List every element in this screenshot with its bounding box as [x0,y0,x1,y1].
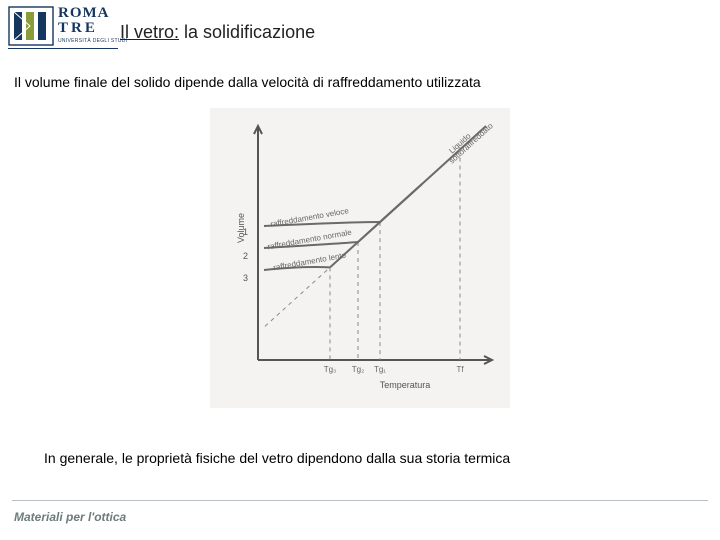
svg-text:3: 3 [243,273,248,283]
logo-underline [8,48,118,49]
logo-text-roma: ROMA [58,6,127,21]
svg-text:Temperatura: Temperatura [380,380,431,390]
footer-text: Materiali per l'ottica [14,510,126,524]
logo-mark [8,6,54,46]
svg-text:Tg₂: Tg₂ [352,365,364,374]
solidification-diagram: VolumeTemperatura123Tg₃Tg₂Tg₁TfLiquidoso… [210,108,510,408]
svg-text:Tg₃: Tg₃ [324,365,337,374]
svg-text:Tf: Tf [456,365,464,374]
svg-text:1: 1 [243,227,248,237]
diagram-svg: VolumeTemperatura123Tg₃Tg₂Tg₁TfLiquidoso… [210,108,510,408]
logo-subtitle: UNIVERSITÀ DEGLI STUDI [58,38,127,44]
body-text-2: In generale, le proprietà fisiche del ve… [44,450,510,466]
svg-text:2: 2 [243,251,248,261]
slide-title-rest: la solidificazione [179,22,315,42]
footer-rule [12,500,708,501]
svg-text:Tg₁: Tg₁ [374,365,386,374]
body-text-1: Il volume finale del solido dipende dall… [14,74,481,90]
logo: ROMA TRE UNIVERSITÀ DEGLI STUDI [8,6,127,46]
logo-text-tre: TRE [58,21,127,36]
slide-title-underlined: Il vetro: [120,22,179,42]
slide-title: Il vetro: la solidificazione [120,22,315,43]
